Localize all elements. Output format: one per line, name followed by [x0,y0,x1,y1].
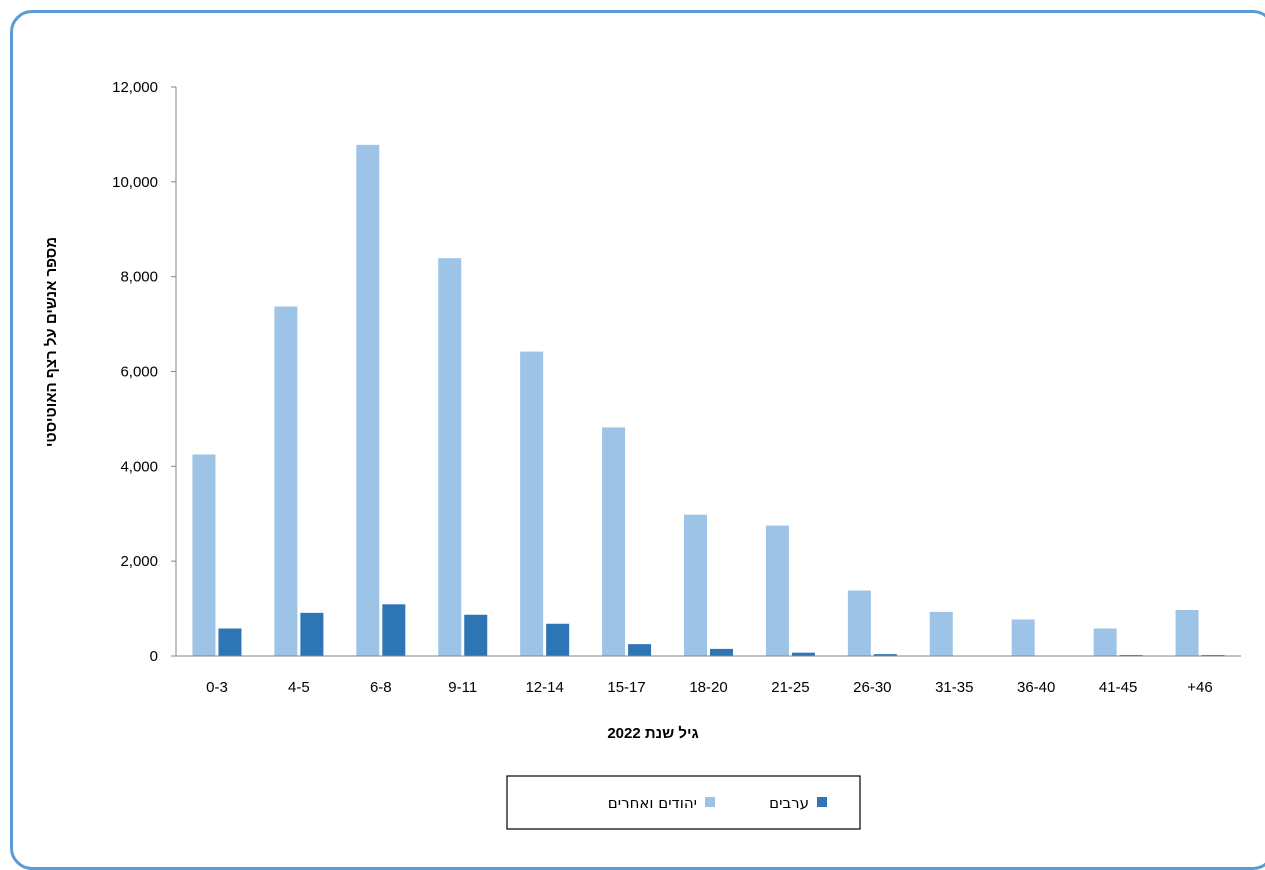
legend-label-arabs: ערבים [769,794,809,812]
y-tick-label: 0 [150,648,158,665]
x-axis-ticks: 0-3 4-5 6-8 9-11 12-14 15-17 18-20 21-25 26-30 31… [206,679,1213,696]
x-tick-label: 31-35 [935,679,973,696]
x-tick-label: 36-40 [1017,679,1055,696]
bar-jews-others [520,351,544,656]
y-tick-label: 10,000 [112,174,158,191]
legend-swatch-jews-others [705,797,715,807]
legend-label-jews-others: יהודים ואחרים [608,794,697,812]
bars [192,144,1225,656]
x-tick-label: 26-30 [853,679,891,696]
y-axis-title: מספר אנשים על רצף האוטיסטי [43,237,60,447]
y-tick-label: 12,000 [112,79,158,96]
bar-jews-others [356,144,380,656]
x-tick-label: 12-14 [525,679,563,696]
bar-jews-others [602,427,626,656]
y-tick-label: 6,000 [120,364,158,381]
bar-jews-others [1175,610,1199,656]
bar-jews-others [765,525,789,656]
bar-arabs [218,628,242,656]
bar-jews-others [274,306,298,656]
y-tick-label: 4,000 [120,458,158,475]
bar-arabs [710,648,733,656]
bar-arabs [873,654,897,656]
bar-arabs [628,644,652,656]
x-tick-label: +46 [1187,679,1212,696]
bar-jews-others [192,454,216,656]
y-axis-ticks: 0 2,000 4,000 6,000 8,000 10,000 12,000 [112,79,176,665]
x-tick-label: 4-5 [288,679,310,696]
bar-arabs [382,604,406,656]
bar-arabs [300,612,324,656]
bar-arabs [546,623,570,656]
chart-frame [10,10,1265,870]
bar-jews-others [847,590,871,656]
bar-arabs [464,614,488,656]
x-axis-title: גיל שנת 2022 [607,725,698,742]
x-tick-label: 0-3 [206,679,228,696]
bar-jews-others [929,611,953,656]
bar-jews-others [1093,628,1117,656]
x-tick-label: 41-45 [1099,679,1137,696]
x-tick-label: 18-20 [689,679,727,696]
y-tick-label: 2,000 [120,553,158,570]
bar-jews-others [1011,619,1035,656]
bar-arabs [791,652,815,656]
x-tick-label: 6-8 [370,679,392,696]
legend-box [506,775,861,830]
legend-swatch-arabs [817,797,827,807]
x-tick-label: 15-17 [607,679,645,696]
x-tick-label: 21-25 [771,679,809,696]
x-tick-label: 9-11 [448,679,477,696]
y-tick-label: 8,000 [120,269,158,286]
bar-jews-others [684,514,707,656]
legend: יהודים ואחרים ערבים [506,775,861,830]
bar-jews-others [438,258,462,656]
